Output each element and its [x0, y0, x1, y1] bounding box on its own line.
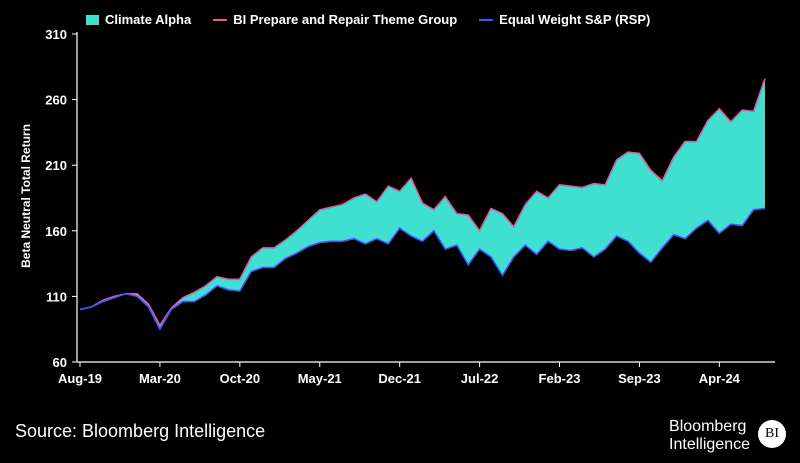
legend-item-climate-alpha: Climate Alpha — [86, 12, 191, 27]
legend-label-climate-alpha: Climate Alpha — [105, 12, 192, 27]
x-tick-label: Dec-21 — [378, 371, 421, 386]
x-tick-label: Oct-20 — [220, 371, 260, 386]
rsp-line — [79, 207, 766, 331]
y-tick-label: 310 — [45, 27, 67, 42]
x-tick-label: Feb-23 — [539, 371, 581, 386]
legend: Climate Alpha BI Prepare and Repair Them… — [86, 12, 650, 27]
y-tick-label: 210 — [45, 158, 67, 173]
rsp-swatch — [479, 18, 494, 21]
bi-theme-line — [79, 78, 766, 327]
brand-logo: Bloomberg Intelligence — [669, 418, 750, 454]
x-tick-label: Sep-23 — [618, 371, 661, 386]
legend-item-rsp: Equal Weight S&P (RSP) — [479, 12, 650, 27]
x-tick-label: May-21 — [298, 371, 342, 386]
brand-line-2: Intelligence — [669, 436, 750, 453]
source-note: Source: Bloomberg Intelligence — [15, 421, 266, 441]
bi-theme-swatch — [213, 18, 228, 21]
x-tick-label: Apr-24 — [699, 371, 741, 386]
legend-item-bi-theme: BI Prepare and Repair Theme Group — [213, 12, 457, 27]
y-tick-label: 160 — [45, 224, 67, 239]
x-tick-label: Jul-22 — [461, 371, 499, 386]
x-tick-label: Mar-20 — [139, 371, 181, 386]
y-tick-label: 260 — [45, 93, 67, 108]
legend-label-rsp: Equal Weight S&P (RSP) — [499, 12, 651, 27]
legend-label-bi-theme: BI Prepare and Repair Theme Group — [233, 12, 458, 27]
y-axis-title: Beta Neutral Total Return — [19, 124, 33, 268]
y-tick-label: 110 — [46, 289, 67, 304]
y-tick-label: 60 — [53, 355, 67, 370]
brand-line-1: Bloomberg — [669, 418, 747, 435]
climate-alpha-swatch — [86, 14, 99, 25]
x-tick-label: Aug-19 — [58, 371, 102, 386]
bi-badge-icon: BI — [758, 420, 786, 448]
